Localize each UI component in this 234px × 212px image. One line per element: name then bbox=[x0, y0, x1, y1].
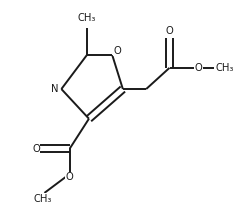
Text: O: O bbox=[66, 172, 74, 183]
Text: O: O bbox=[166, 26, 173, 36]
Text: CH₃: CH₃ bbox=[33, 194, 51, 204]
Text: O: O bbox=[32, 144, 40, 154]
Text: CH₃: CH₃ bbox=[78, 13, 96, 23]
Text: O: O bbox=[114, 46, 121, 56]
Text: O: O bbox=[195, 63, 203, 73]
Text: N: N bbox=[51, 84, 58, 95]
Text: CH₃: CH₃ bbox=[215, 63, 234, 73]
